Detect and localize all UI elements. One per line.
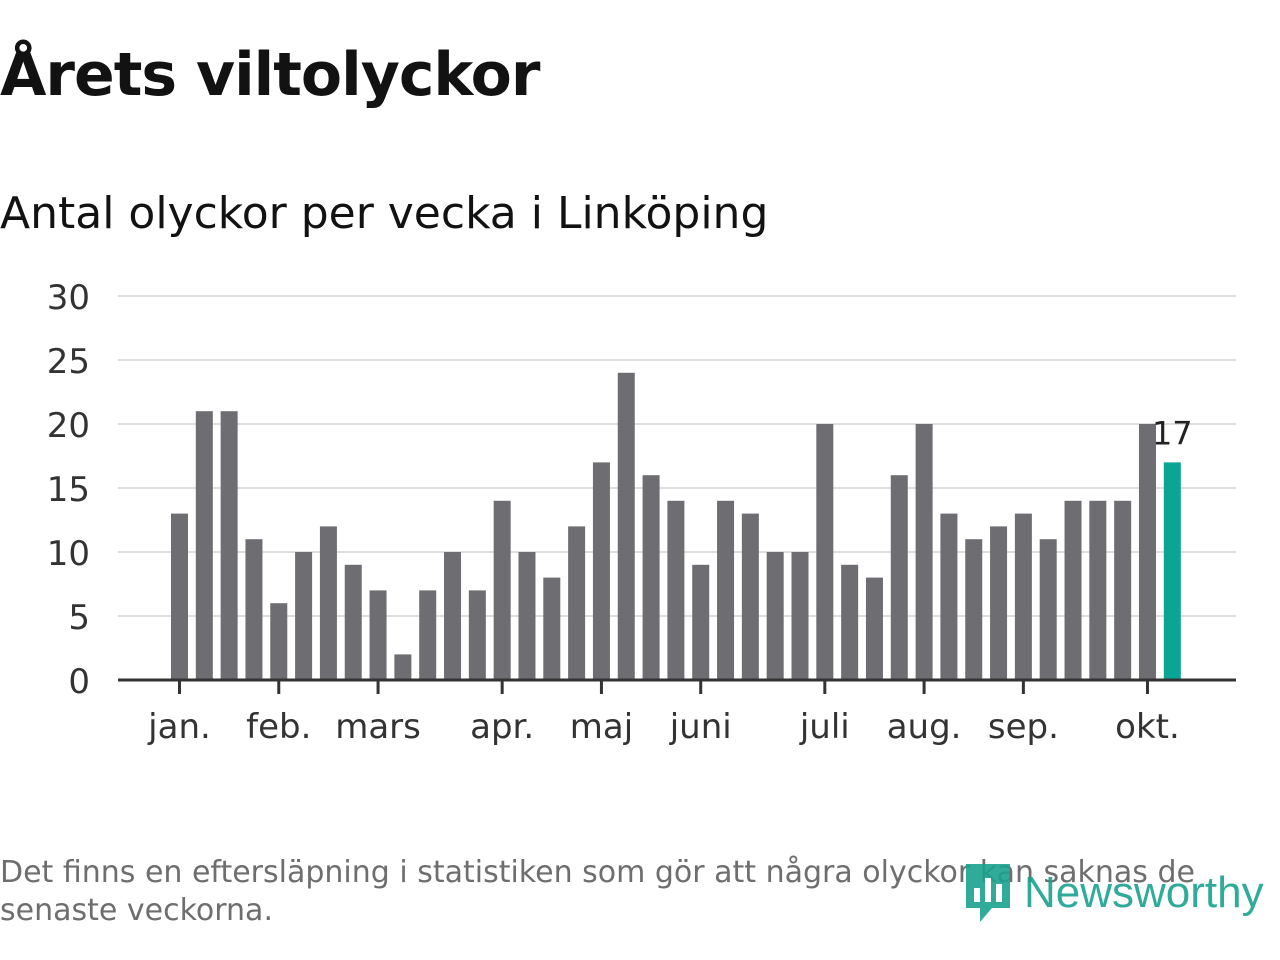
y-tick-label: 10 — [47, 534, 90, 574]
bar — [220, 411, 238, 680]
bar — [245, 539, 263, 680]
bar — [270, 603, 288, 680]
bar — [568, 526, 586, 680]
y-tick-label: 20 — [47, 406, 90, 446]
bar — [1039, 539, 1057, 680]
bar — [1089, 500, 1107, 680]
bar — [444, 552, 462, 680]
bars — [171, 372, 1181, 680]
y-tick-label: 25 — [47, 342, 90, 382]
x-tick-label: aug. — [887, 707, 962, 747]
bar — [816, 424, 834, 680]
x-tick-label: okt. — [1115, 707, 1180, 747]
x-axis-ticks: jan. feb. mars apr. maj juni juli aug. sep. okt. — [147, 680, 1180, 747]
bar — [1064, 500, 1082, 680]
bar — [617, 372, 635, 680]
x-tick-label: jan. — [147, 707, 211, 747]
bar — [940, 513, 958, 680]
y-tick-label: 30 — [47, 278, 90, 318]
y-tick-label: 0 — [68, 662, 90, 702]
bar — [915, 424, 933, 680]
y-axis-ticks: 0 5 10 15 20 25 30 — [47, 278, 90, 702]
bar — [642, 475, 660, 680]
brand-logo: Newsworthy — [962, 858, 1264, 928]
data-label: 17 — [1152, 414, 1193, 452]
bar-chart: 0 5 10 15 20 25 30 jan. feb. mars apr. maj juni juli… — [47, 278, 1236, 747]
bar — [493, 500, 511, 680]
bar — [965, 539, 983, 680]
bar — [766, 552, 784, 680]
bar — [319, 526, 337, 680]
bar — [865, 577, 883, 680]
bar — [344, 564, 362, 680]
x-tick-label: apr. — [470, 707, 534, 747]
bar — [592, 462, 610, 680]
bar — [1014, 513, 1032, 680]
bar — [692, 564, 710, 680]
brand-name: Newsworthy — [1024, 868, 1264, 917]
bar — [518, 552, 536, 680]
bar — [419, 590, 437, 680]
x-tick-label: feb. — [246, 707, 311, 747]
bar — [171, 513, 188, 680]
data-labels: 17 — [1152, 414, 1193, 452]
newsworthy-logo-icon — [966, 864, 1010, 922]
bar — [295, 552, 313, 680]
bar — [543, 577, 561, 680]
bar — [195, 411, 213, 680]
bar — [791, 552, 809, 680]
bar — [841, 564, 859, 680]
bar — [1138, 424, 1156, 680]
x-tick-label: juni — [669, 707, 732, 747]
bar — [394, 654, 412, 680]
bar — [717, 500, 735, 680]
chart-subtitle: Antal olyckor per vecka i Linköping — [0, 188, 769, 239]
x-tick-label: maj — [570, 707, 633, 747]
bar — [468, 590, 486, 680]
x-tick-label: juli — [799, 707, 850, 747]
bar — [667, 500, 685, 680]
bar — [990, 526, 1008, 680]
bar — [890, 475, 908, 680]
y-tick-label: 15 — [47, 470, 90, 510]
bar — [1114, 500, 1132, 680]
bar — [369, 590, 387, 680]
bar — [741, 513, 759, 680]
y-tick-label: 5 — [68, 598, 90, 638]
x-tick-label: mars — [335, 707, 421, 747]
chart-title: Årets viltolyckor — [0, 40, 540, 110]
x-tick-label: sep. — [988, 707, 1059, 747]
bar-highlight — [1163, 462, 1181, 680]
